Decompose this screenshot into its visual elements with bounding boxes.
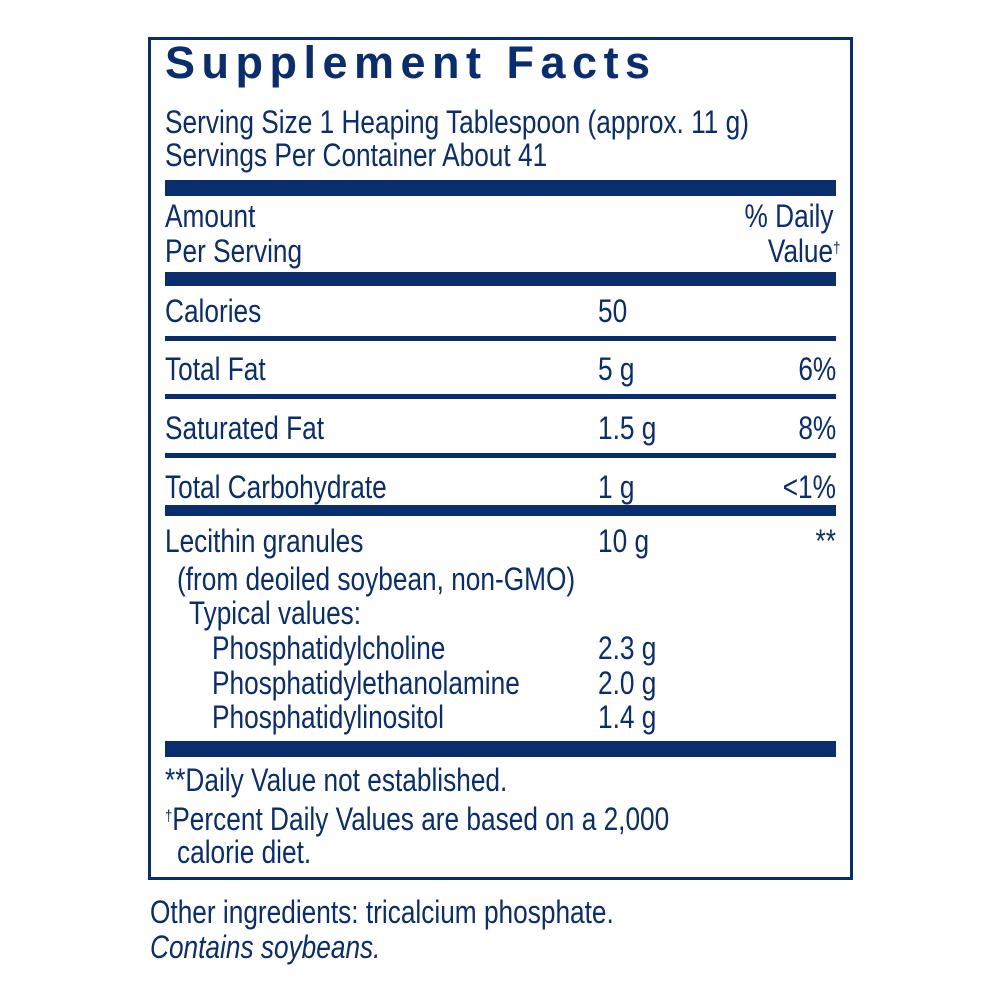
footnote-line1: Percent Daily Values are based on a 2,00… — [172, 801, 670, 837]
servings-per-container: Servings Per Container About 41 — [165, 137, 548, 173]
footnote-dv-not-established: **Daily Value not established. — [165, 762, 508, 798]
row-name: Calories — [165, 293, 262, 329]
row-name: Lecithin granules — [165, 523, 364, 559]
divider-thick — [165, 180, 836, 196]
serving-size: Serving Size 1 Heaping Tablespoon (appro… — [165, 104, 749, 140]
row-amount: 1.5 g — [598, 410, 657, 446]
panel-title: Supplement Facts — [165, 37, 657, 88]
dagger-mark: † — [832, 240, 840, 257]
typical-value-amount: 2.0 g — [598, 665, 657, 701]
divider-thin — [165, 394, 836, 399]
typical-value-amount: 1.4 g — [598, 699, 657, 735]
row-dv: ** — [815, 523, 836, 559]
daily-value-header: % Daily — [744, 198, 833, 234]
lecithin-source: (from deoiled soybean, non-GMO) — [177, 561, 576, 597]
dagger-mark: † — [165, 808, 173, 825]
row-amount: 1 g — [598, 469, 635, 505]
row-amount: 10 g — [598, 523, 650, 559]
divider-thick — [165, 272, 836, 286]
row-name: Total Carbohydrate — [165, 469, 387, 505]
footnote-percent-dv-line2: calorie diet. — [177, 834, 312, 870]
typical-value-name: Phosphatidylinositol — [212, 699, 444, 735]
row-dv: <1% — [782, 469, 836, 505]
per-serving-header: Per Serving — [165, 233, 303, 269]
row-dv: 6% — [798, 351, 836, 387]
typical-value-amount: 2.3 g — [598, 630, 657, 666]
typical-values-label: Typical values: — [189, 595, 362, 631]
supplement-facts-panel — [148, 37, 853, 880]
daily-value-header-2: Value† — [768, 235, 840, 267]
divider-thin — [165, 453, 836, 458]
typical-value-name: Phosphatidylcholine — [212, 630, 446, 666]
row-dv: 8% — [798, 410, 836, 446]
divider-medium — [165, 505, 836, 516]
row-amount: 5 g — [598, 351, 635, 387]
allergen-statement: Contains soybeans. — [150, 929, 381, 965]
typical-value-name: Phosphatidylethanolamine — [212, 665, 520, 701]
row-amount: 50 — [598, 293, 628, 329]
value-label: Value — [767, 233, 833, 269]
row-name: Total Fat — [165, 351, 266, 387]
divider-thick — [165, 741, 836, 757]
footnote-percent-dv: †Percent Daily Values are based on a 2,0… — [165, 803, 669, 835]
other-ingredients: Other ingredients: tricalcium phosphate. — [150, 894, 614, 930]
amount-header: Amount — [165, 198, 256, 234]
divider-thin — [165, 336, 836, 341]
row-name: Saturated Fat — [165, 410, 324, 446]
